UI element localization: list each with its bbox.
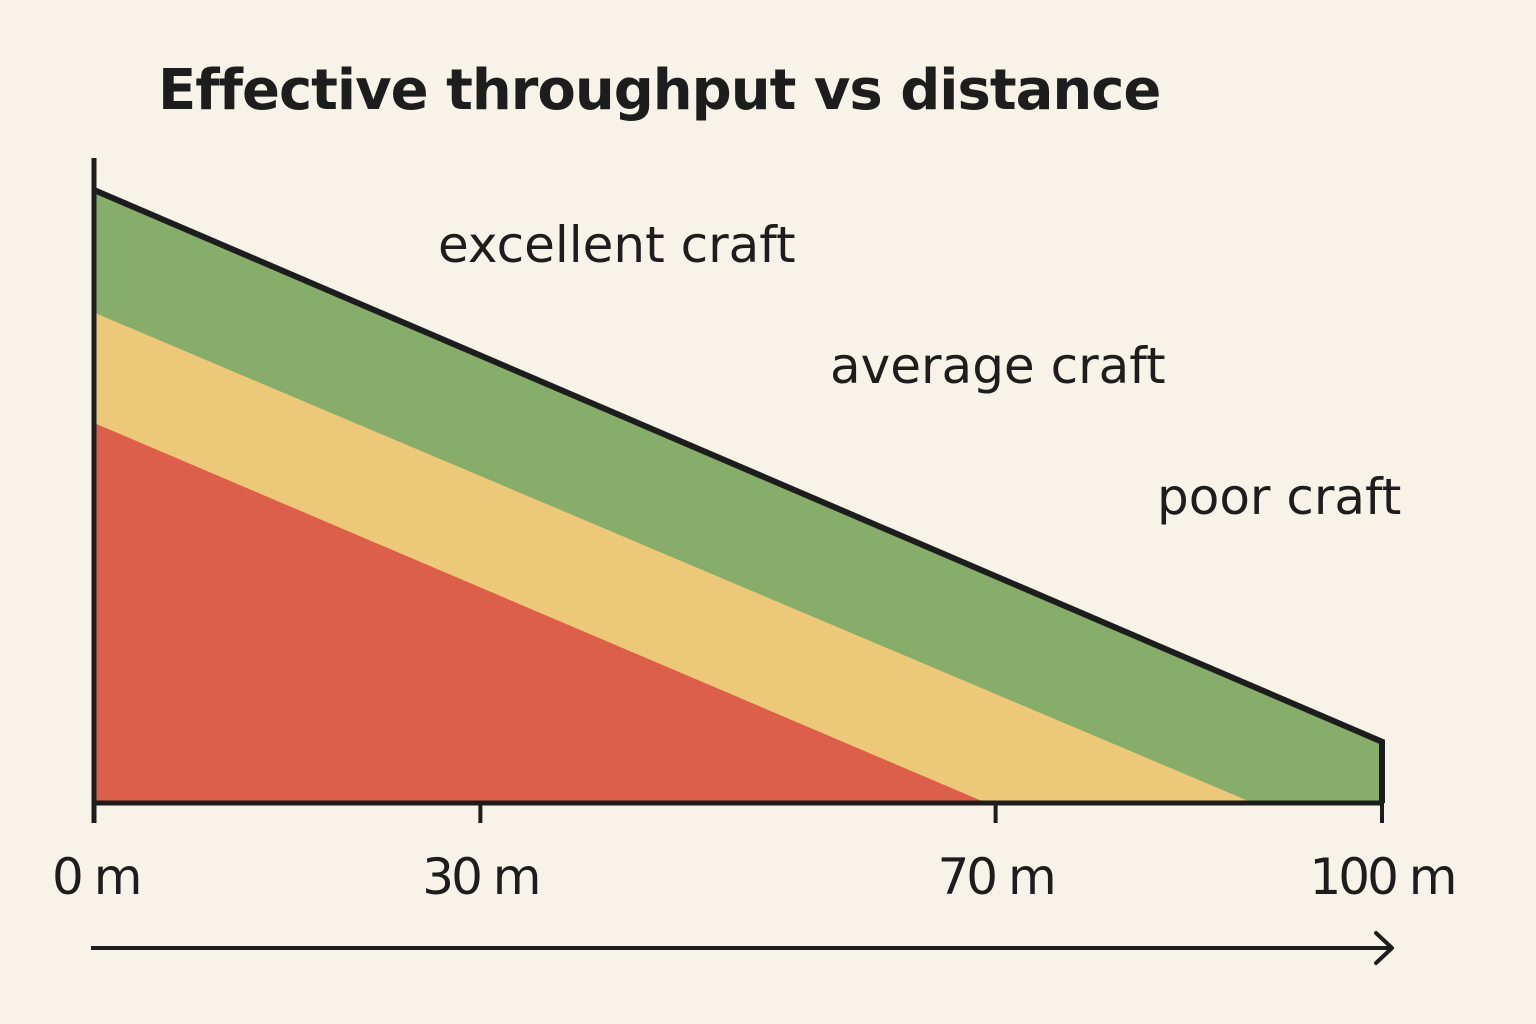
chart-title: Effective throughput vs distance	[158, 58, 1161, 123]
excellent-craft-boundary-line	[92, 187, 1385, 803]
distance-arrow	[91, 931, 1394, 965]
poor-craft-band	[94, 422, 987, 803]
throughput-bands	[92, 187, 1385, 803]
x-tick-label-0: 0 m	[52, 848, 139, 906]
x-tick-label-30: 30 m	[422, 848, 538, 906]
x-tick-label-100: 100 m	[1309, 848, 1454, 906]
band-labels: excellent craft average craft poor craft	[438, 216, 1401, 526]
x-tick-label-70: 70 m	[937, 848, 1053, 906]
poor-craft-label: poor craft	[1157, 468, 1401, 526]
axes	[91, 158, 1384, 823]
x-ticks: 0 m 30 m 70 m 100 m	[52, 803, 1458, 906]
excellent-craft-label: excellent craft	[438, 216, 796, 274]
arrow-head-icon	[1374, 931, 1394, 965]
average-craft-label: average craft	[830, 337, 1166, 395]
